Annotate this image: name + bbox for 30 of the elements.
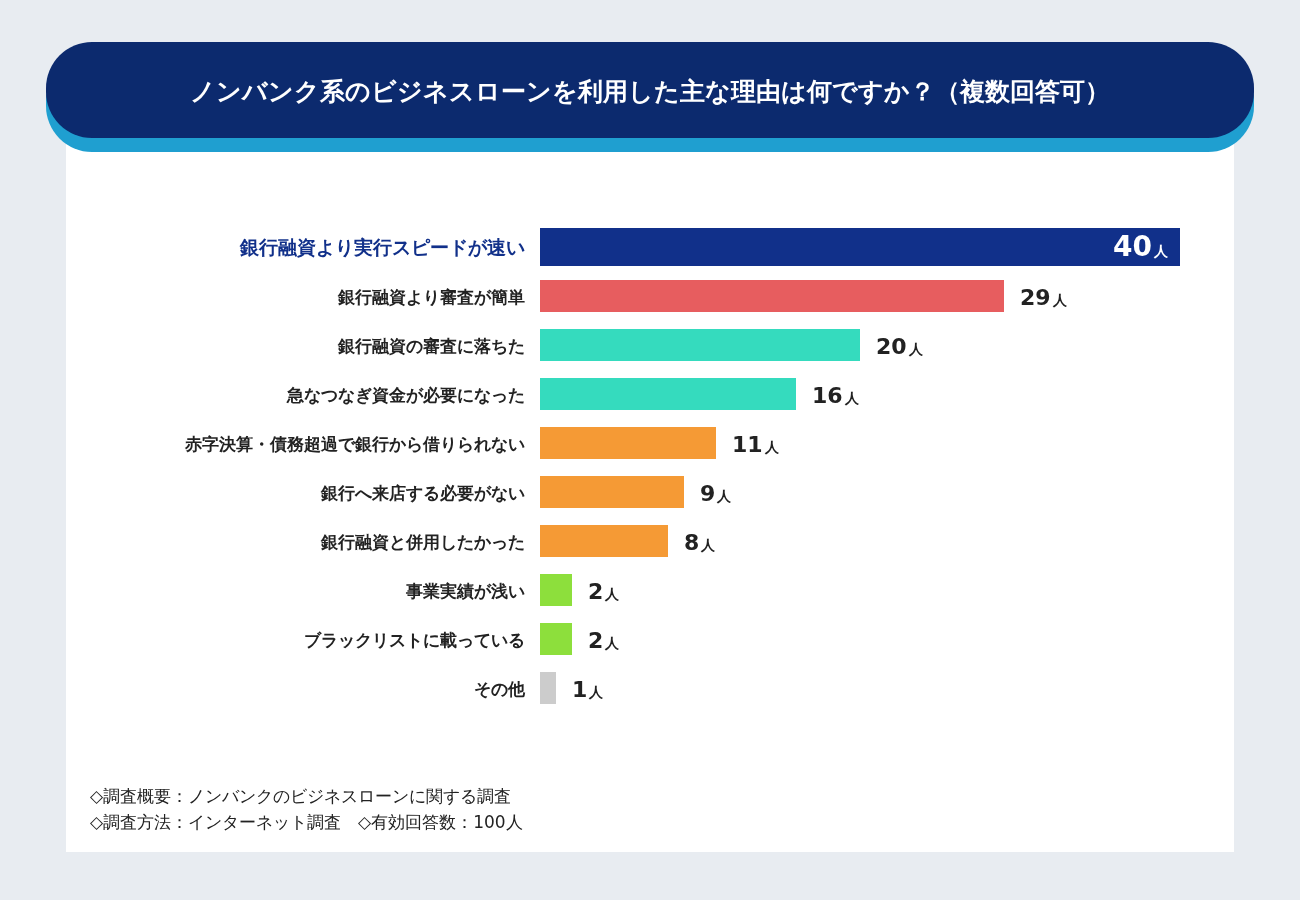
bar <box>540 623 572 655</box>
bar <box>540 476 684 508</box>
y-tick-label: ブラックリストに載っている <box>304 630 525 650</box>
bar <box>540 378 796 410</box>
data-label: 9人 <box>700 481 733 506</box>
data-label: 1人 <box>572 677 605 702</box>
bar <box>540 525 668 557</box>
bar <box>540 427 716 459</box>
y-tick-label: その他 <box>474 679 526 699</box>
data-label: 2人 <box>588 628 621 653</box>
data-label: 40人 <box>1113 230 1169 263</box>
y-tick-label: 銀行融資より実行スピードが速い <box>239 236 525 258</box>
text: ◇調査方法：インターネット調査 ◇有効回答数：100人 <box>90 812 523 832</box>
y-tick-label: 銀行融資より審査が簡単 <box>337 287 525 307</box>
y-tick-label: 赤字決算・債務超過で銀行から借りられない <box>184 434 525 454</box>
data-label: 20人 <box>876 334 924 359</box>
text: ◇調査概要：ノンバンクのビジネスローンに関する調査 <box>90 786 512 806</box>
y-tick-label: 銀行融資の審査に落ちた <box>337 336 525 356</box>
data-label: 8人 <box>684 530 717 555</box>
y-tick-label: 銀行へ来店する必要がない <box>320 483 525 503</box>
bar <box>540 329 860 361</box>
bar <box>540 672 556 704</box>
data-label: 16人 <box>812 383 860 408</box>
data-label: 2人 <box>588 579 621 604</box>
bar <box>540 574 572 606</box>
y-tick-label: 事業実績が浅い <box>405 581 525 601</box>
chart-title: ノンバンク系のビジネスローンを利用した主な理由は何ですか？（複数回答可） <box>190 77 1110 106</box>
y-tick-label: 銀行融資と併用したかった <box>320 532 525 552</box>
bar <box>540 280 1004 312</box>
y-tick-label: 急なつなぎ資金が必要になった <box>286 385 525 405</box>
